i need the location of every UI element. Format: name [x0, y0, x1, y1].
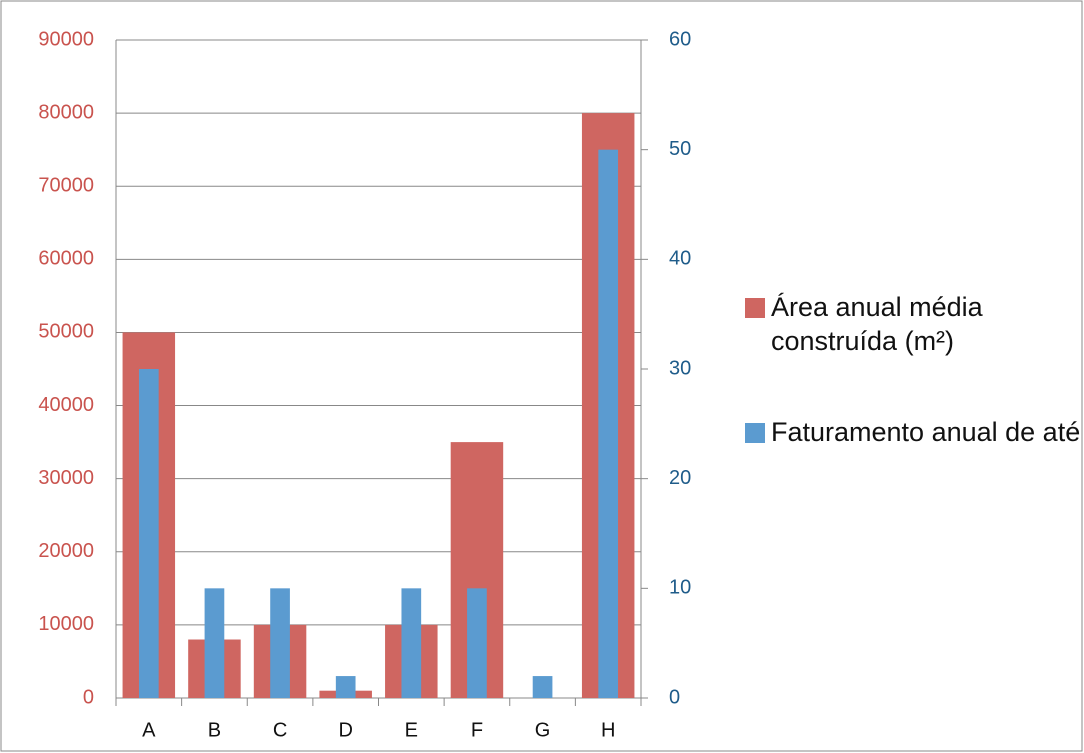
bar — [532, 676, 553, 698]
y-tick-label: 30000 — [38, 467, 94, 489]
x-tick-label: G — [535, 719, 551, 741]
y2-tick-label: 0 — [669, 686, 680, 708]
bar — [335, 676, 356, 698]
bar — [138, 369, 159, 698]
legend-swatch — [745, 423, 765, 443]
y-tick-label: 20000 — [38, 540, 94, 562]
bar — [598, 149, 619, 698]
y2-tick-label: 30 — [669, 357, 691, 379]
bar — [270, 588, 290, 698]
y2-tick-label: 20 — [669, 467, 691, 489]
bar — [401, 588, 422, 698]
y2-tick-label: 40 — [669, 248, 691, 270]
y-tick-label: 60000 — [38, 248, 94, 270]
x-tick-label: E — [405, 719, 418, 741]
y-tick-label: 40000 — [38, 394, 94, 416]
y-tick-label: 80000 — [38, 101, 94, 123]
x-tick-label: C — [273, 719, 287, 741]
y2-tick-label: 10 — [669, 577, 691, 599]
y-tick-label: 70000 — [38, 175, 94, 197]
y2-tick-label: 60 — [669, 28, 691, 50]
legend-entry: Área anual média construída (m²) — [745, 290, 1084, 358]
y-tick-label: 90000 — [38, 28, 94, 50]
legend-label: Área anual média construída (m²) — [771, 292, 983, 356]
x-tick-label: F — [471, 719, 483, 741]
x-tick-label: H — [601, 719, 615, 741]
y-tick-label: 10000 — [38, 613, 94, 635]
bar — [204, 588, 225, 698]
x-tick-label: B — [208, 719, 221, 741]
y-tick-label: 0 — [83, 686, 94, 708]
y2-tick-label: 50 — [669, 138, 691, 160]
x-tick-label: D — [338, 719, 352, 741]
legend-label: Faturamento anual de até — [771, 417, 1081, 447]
legend-entry: Faturamento anual de até — [745, 415, 1084, 449]
y-tick-label: 50000 — [38, 321, 94, 343]
x-tick-label: A — [142, 719, 156, 741]
legend-swatch — [745, 298, 765, 318]
bar — [467, 588, 487, 698]
